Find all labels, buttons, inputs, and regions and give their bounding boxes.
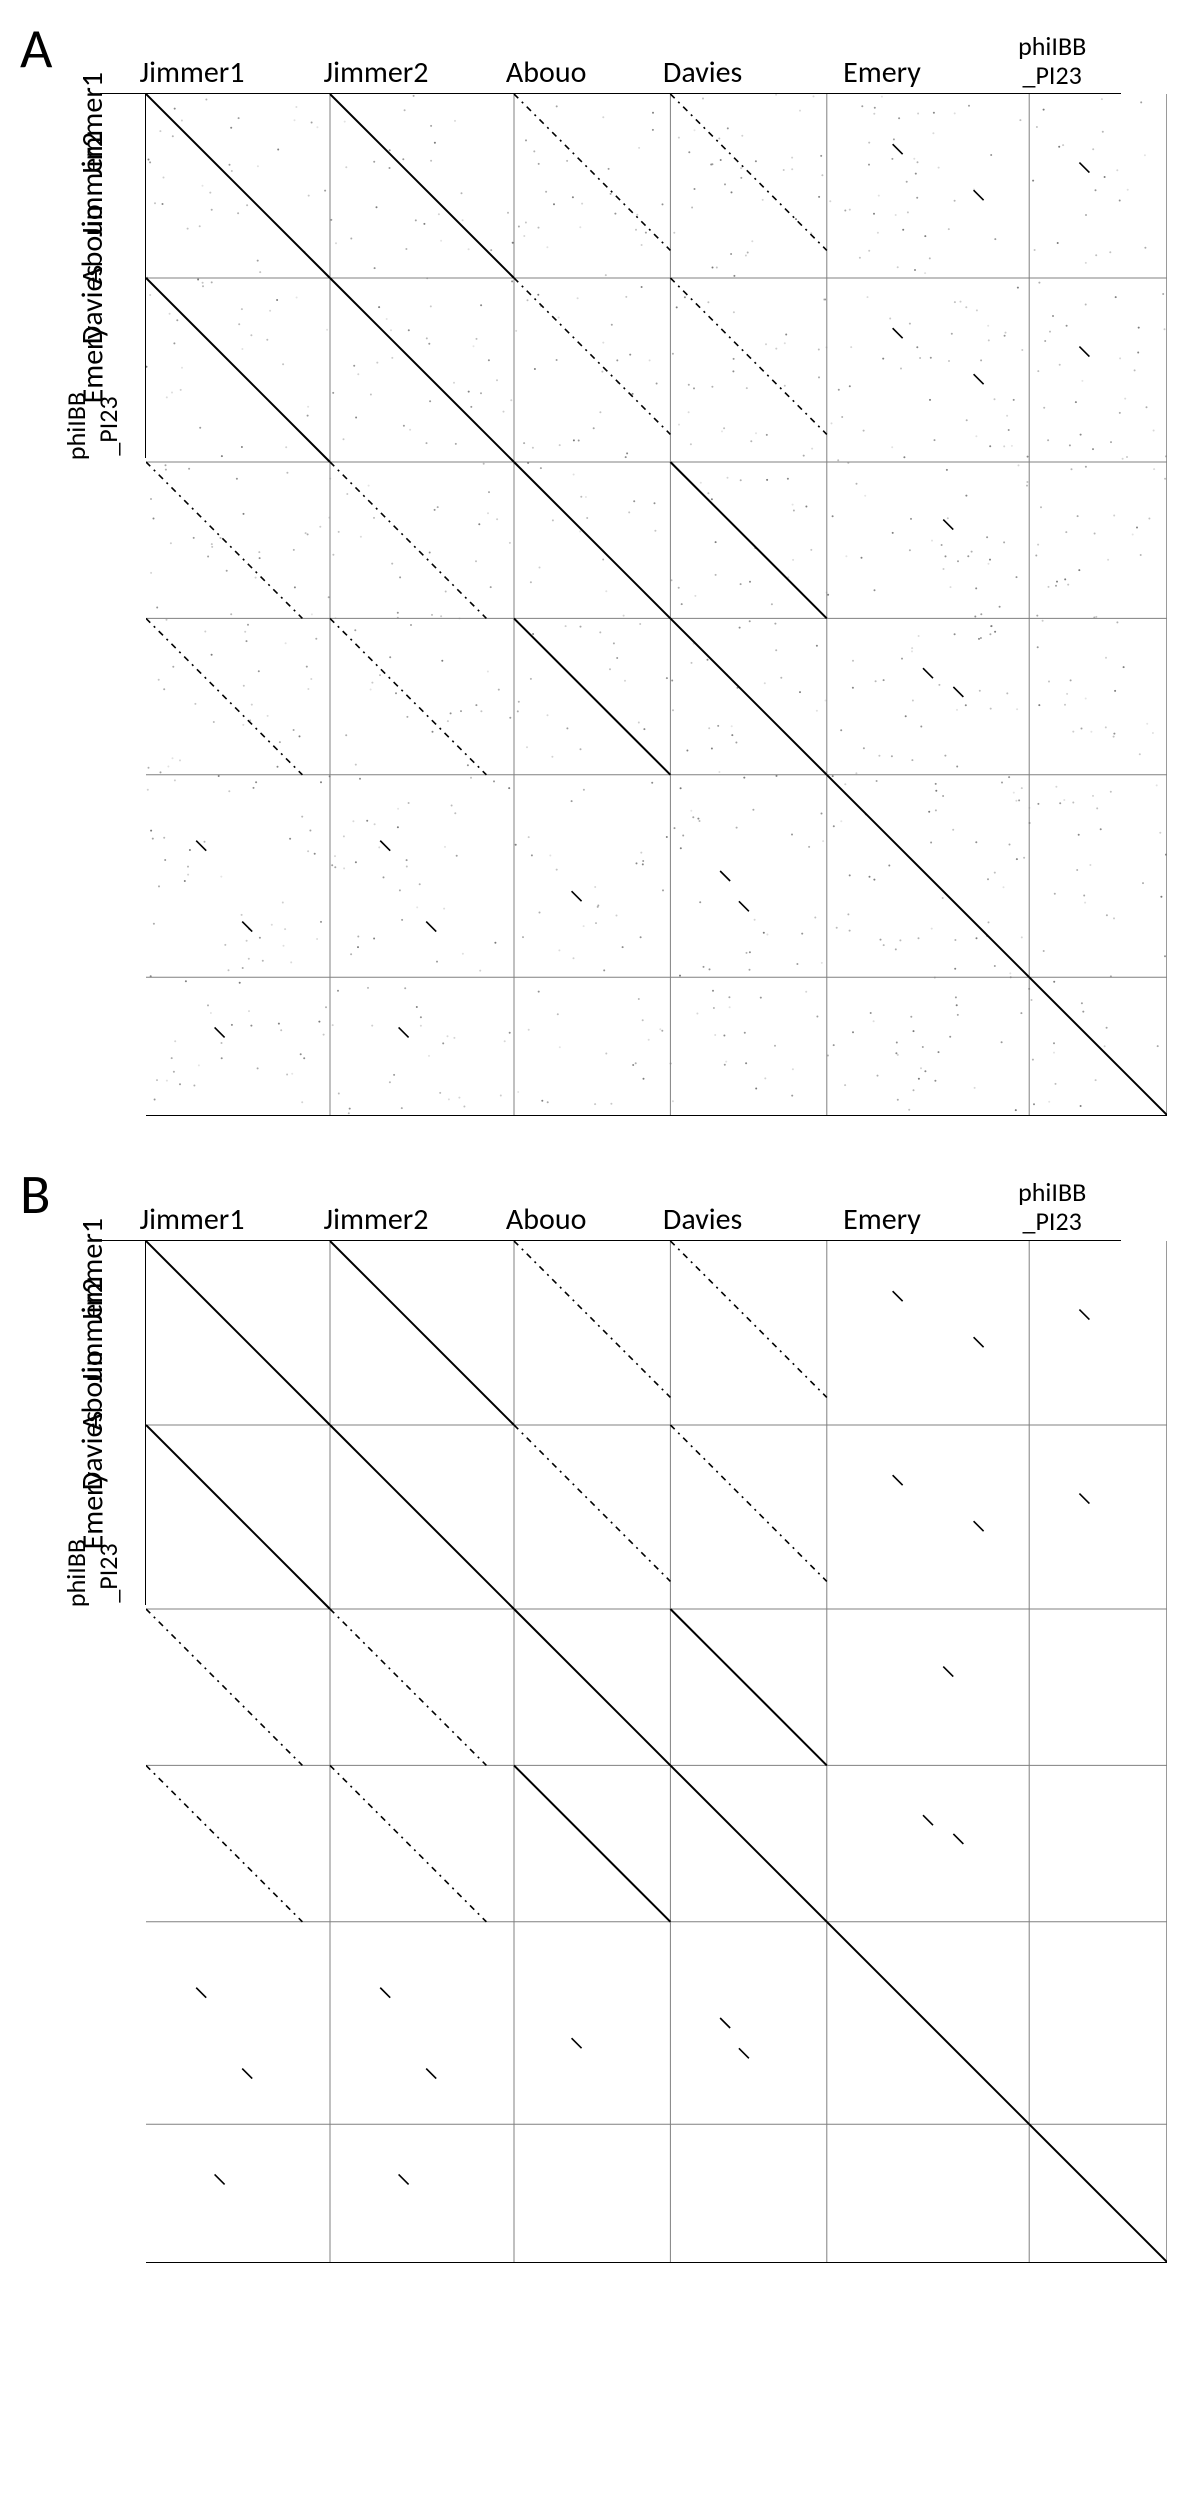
col-header: phiIBB_PI23 [983, 30, 1121, 94]
panel-a: A Jimmer1Jimmer2AbouoDaviesEmeryphiIBB_P… [40, 30, 1160, 1116]
dotplot [146, 94, 1167, 1116]
col-header: Abouo [468, 30, 624, 94]
col-header: Emery [781, 30, 983, 94]
col-header: phiIBB_PI23 [983, 1176, 1121, 1240]
col-header: Jimmer2 [284, 30, 468, 94]
col-header: Jimmer1 [100, 30, 284, 94]
dotplot [146, 1241, 1167, 2263]
panel-b: B Jimmer1Jimmer2AbouoDaviesEmeryphiIBB_P… [40, 1176, 1160, 2262]
col-header: Davies [624, 1176, 780, 1240]
col-header: Jimmer2 [284, 1176, 468, 1240]
panel-label-a: A [20, 15, 52, 83]
panel-label-b: B [20, 1161, 50, 1229]
col-headers-b: Jimmer1Jimmer2AbouoDaviesEmeryphiIBB_PI2… [40, 1176, 1160, 1240]
col-headers-a: Jimmer1Jimmer2AbouoDaviesEmeryphiIBB_PI2… [40, 30, 1160, 94]
body-a: Jimmer1Jimmer2AbouoDaviesEmeryphiIBB_PI2… [40, 94, 1160, 1116]
row-label: Emery [40, 1481, 146, 1541]
col-header: Abouo [468, 1176, 624, 1240]
body-b: Jimmer1Jimmer2AbouoDaviesEmeryphiIBB_PI2… [40, 1241, 1160, 2263]
row-label: Emery [40, 334, 146, 394]
col-header: Davies [624, 30, 780, 94]
row-label: phiIBB_PI23 [40, 1541, 146, 1605]
col-header: Jimmer1 [100, 1176, 284, 1240]
row-label: phiIBB_PI23 [40, 394, 146, 458]
col-header: Emery [781, 1176, 983, 1240]
page: A Jimmer1Jimmer2AbouoDaviesEmeryphiIBB_P… [0, 30, 1200, 2263]
